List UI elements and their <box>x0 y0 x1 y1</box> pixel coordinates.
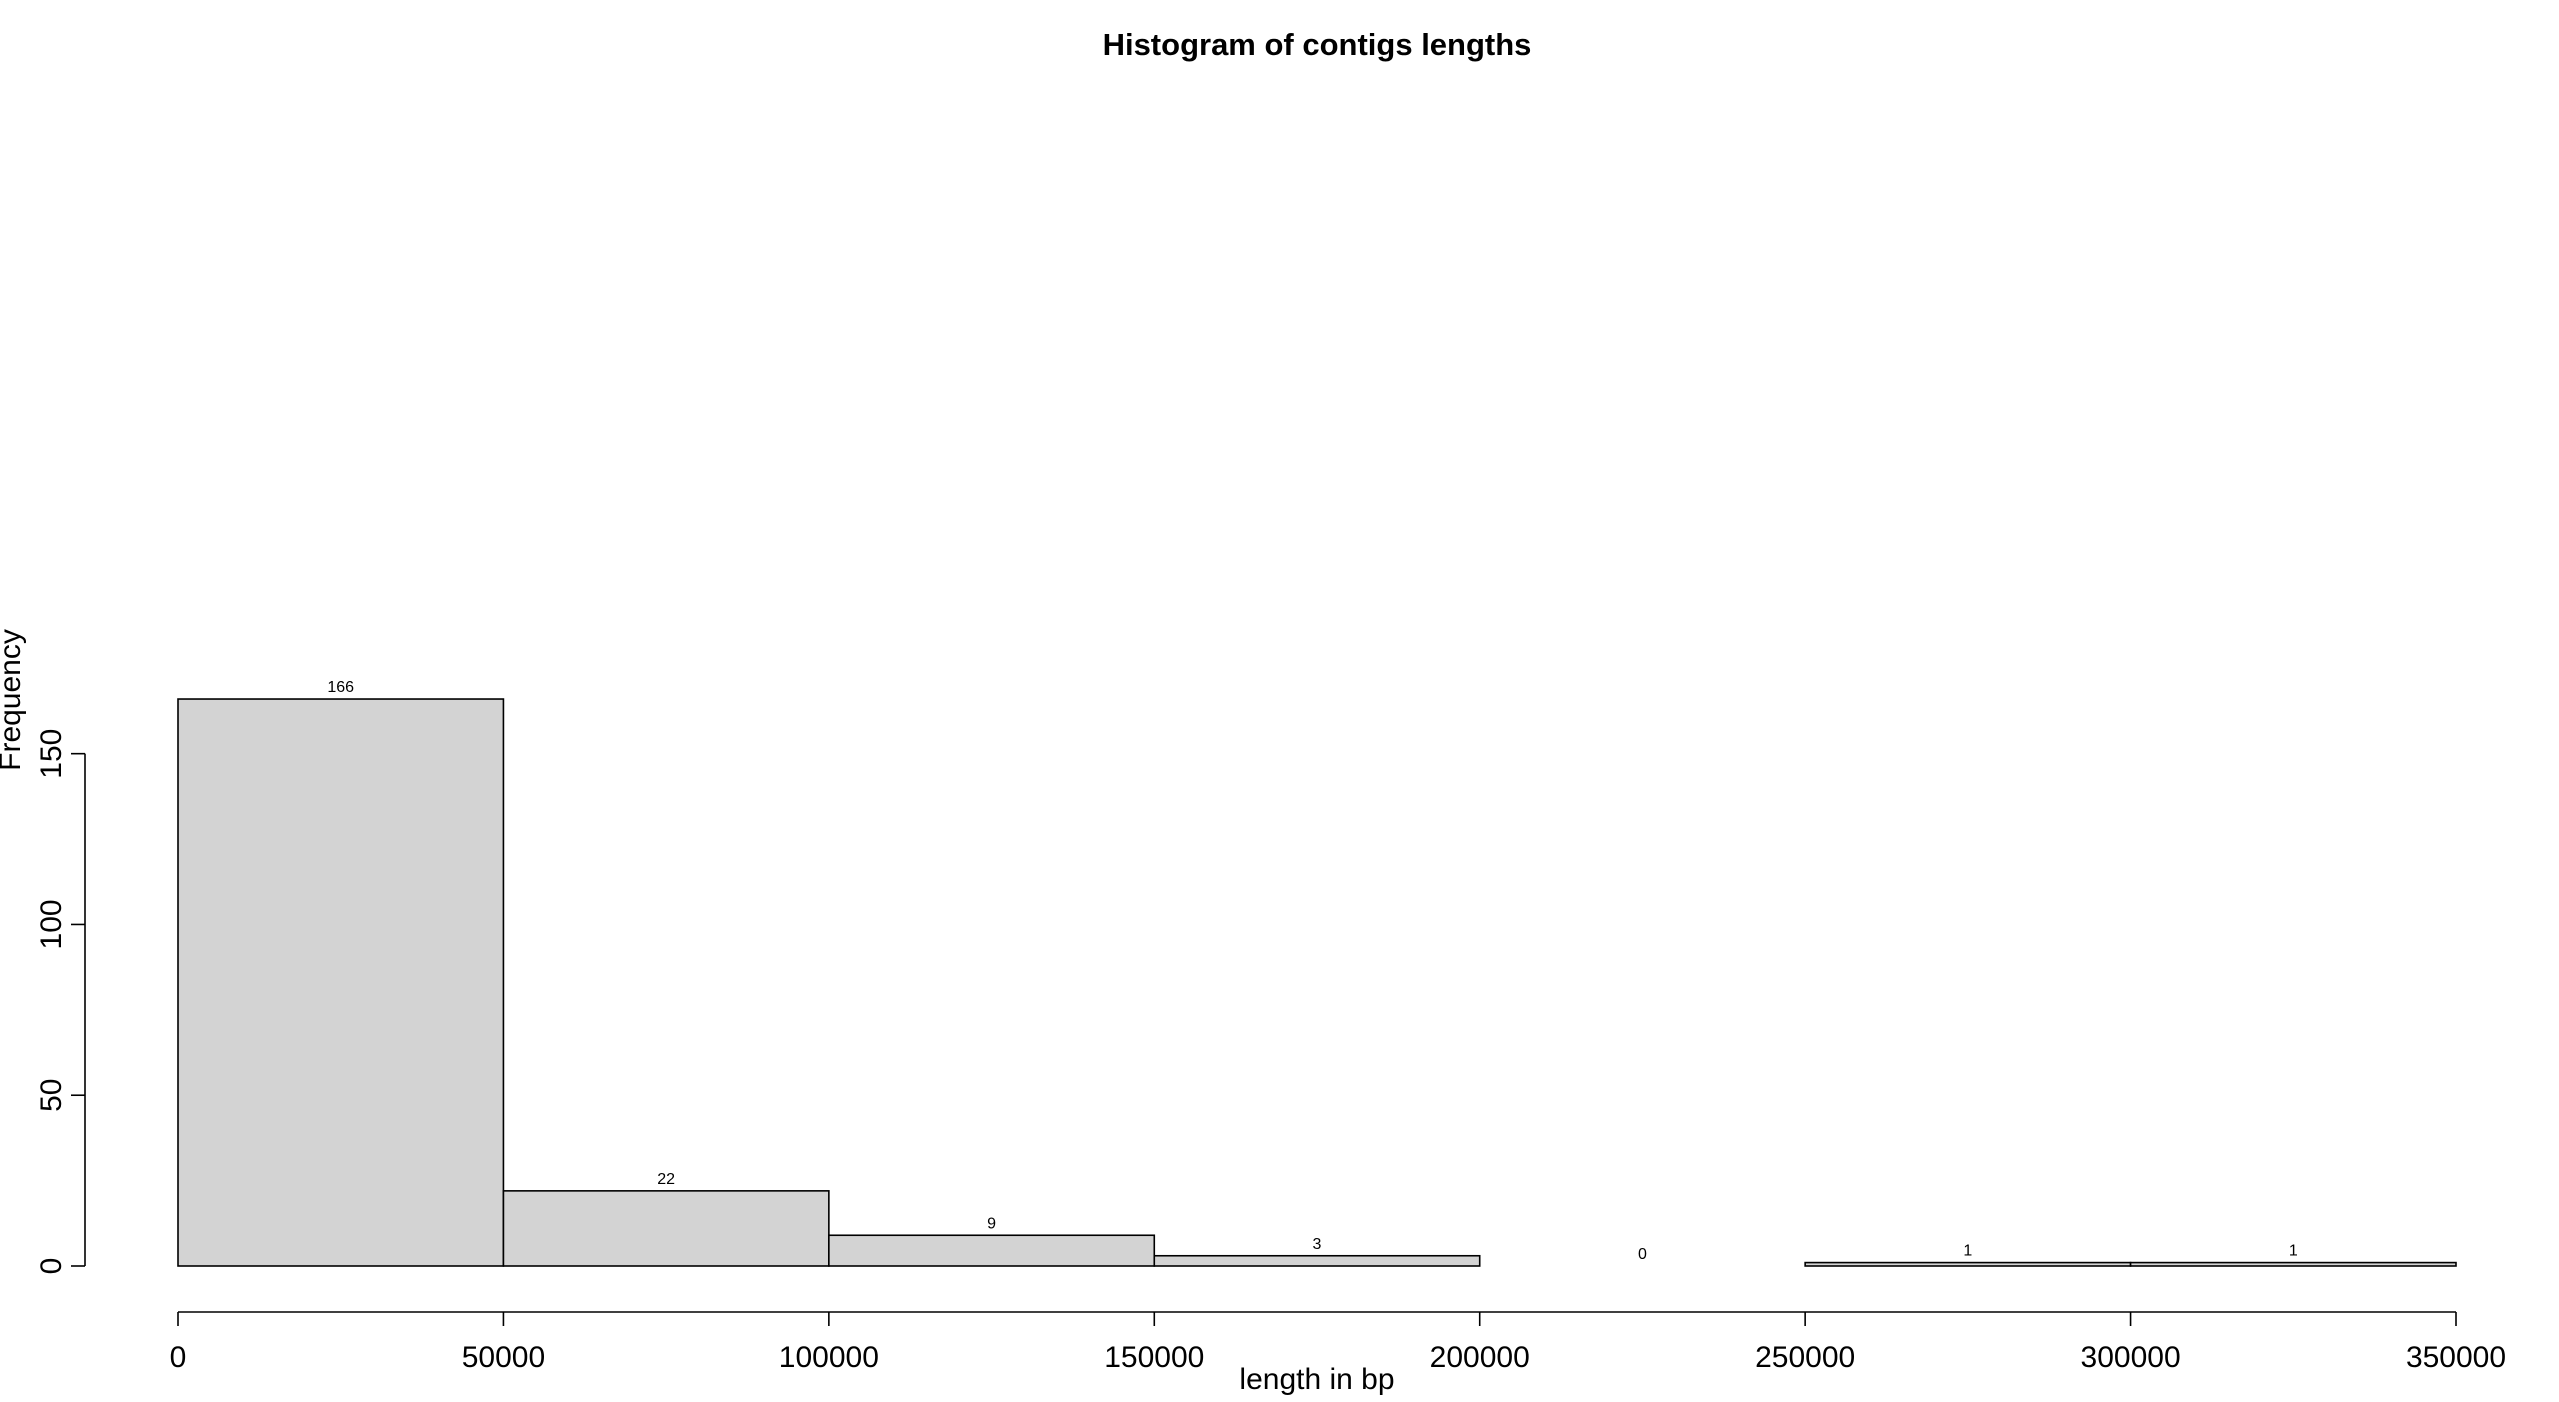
histogram-bar <box>828 1234 1156 1267</box>
bar-labels-group: 166 22 9 3 0 1 1 <box>327 679 2297 1263</box>
bars-group <box>177 698 2457 1267</box>
bar-count-label: 22 <box>657 1171 675 1188</box>
y-axis: 0 50 100 150 <box>35 729 86 1275</box>
y-axis-label: Frequency <box>0 629 27 771</box>
x-axis-label: length in bp <box>1239 1363 1394 1396</box>
x-tick-label: 250000 <box>1755 1341 1855 1374</box>
x-axis: 0 50000 100000 150000 200000 250000 300000 3500… <box>170 1311 2506 1374</box>
bar-count-label: 166 <box>327 679 354 696</box>
y-tick-label: 50 <box>35 1079 68 1112</box>
histogram-bar <box>502 1190 830 1267</box>
bar-count-label: 0 <box>1638 1246 1647 1263</box>
histogram-bar <box>1153 1254 1481 1267</box>
histogram-bar <box>1804 1261 2132 1267</box>
x-tick-label: 100000 <box>779 1341 879 1374</box>
histogram-bar <box>177 698 505 1267</box>
y-tick-label: 150 <box>35 729 68 779</box>
bar-count-label: 9 <box>987 1215 996 1232</box>
y-tick-label: 0 <box>35 1258 68 1275</box>
bar-count-label: 1 <box>2289 1243 2298 1260</box>
x-tick-label: 300000 <box>2081 1341 2181 1374</box>
bar-count-label: 1 <box>1963 1243 1972 1260</box>
histogram-bar <box>2129 1261 2457 1267</box>
y-tick-label: 100 <box>35 899 68 949</box>
chart-title: Histogram of contigs lengths <box>1103 27 1532 62</box>
x-tick-label: 200000 <box>1430 1341 1530 1374</box>
x-tick-label: 350000 <box>2406 1341 2506 1374</box>
x-tick-label: 50000 <box>462 1341 545 1374</box>
x-tick-label: 150000 <box>1104 1341 1204 1374</box>
bar-count-label: 3 <box>1313 1236 1322 1253</box>
x-tick-label: 0 <box>170 1341 187 1374</box>
